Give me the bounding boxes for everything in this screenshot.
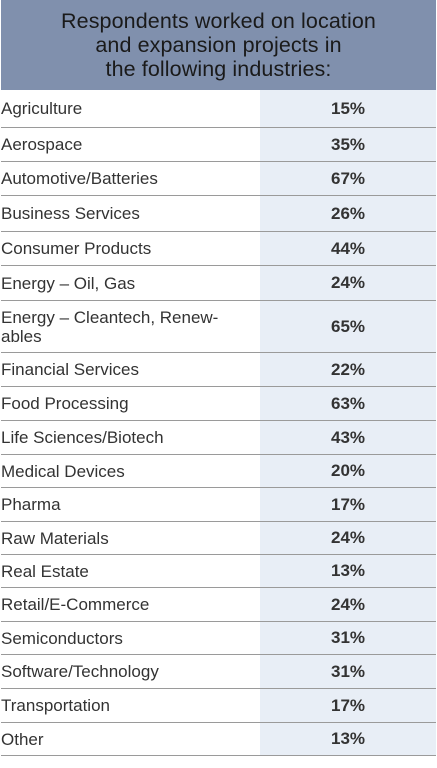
industry-label: Food Processing <box>1 394 129 413</box>
table-row: Consumer Products 44% <box>1 232 436 266</box>
percentage-value: 13% <box>260 723 436 755</box>
industry-label: Software/Technology <box>1 662 159 681</box>
percentage-value: 67% <box>260 162 436 195</box>
table-row: Aerospace 35% <box>1 128 436 162</box>
percentage-value: 22% <box>260 353 436 386</box>
industry-label: Aerospace <box>1 135 83 154</box>
percentage-value: 20% <box>260 455 436 487</box>
industry-label: Business Services <box>1 204 140 223</box>
table-row: Life Sciences/Biotech 43% <box>1 421 436 455</box>
percentage-value: 65% <box>260 301 436 352</box>
industry-label: Consumer Products <box>1 239 152 258</box>
industry-label: Automotive/Batteries <box>1 169 158 188</box>
table-row: Energy – Oil, Gas 24% <box>1 266 436 301</box>
industry-label: Transportation <box>1 696 110 715</box>
percentage-value: 24% <box>260 266 436 300</box>
percentage-value: 35% <box>260 128 436 161</box>
percentage-value: 13% <box>260 555 436 587</box>
industry-label: Pharma <box>1 495 61 514</box>
table-row: Transportation 17% <box>1 689 436 723</box>
table-body: Agriculture 15% Aerospace 35% Automotive/Bat… <box>1 90 436 756</box>
industry-label: Life Sciences/Biotech <box>1 428 164 447</box>
table-row: Retail/E-Commerce 24% <box>1 588 436 622</box>
table-row: Financial Services 22% <box>1 353 436 387</box>
industry-label: Medical Devices <box>1 461 125 481</box>
table-row: Energy – Cleantech, Renew- ables 65% <box>1 301 436 353</box>
industry-label: Financial Services <box>1 360 139 379</box>
table-row: Medical Devices 20% <box>1 455 436 488</box>
table-row: Other 13% <box>1 723 436 756</box>
percentage-value: 24% <box>260 522 436 554</box>
table-row: Real Estate 13% <box>1 555 436 588</box>
table-row: Raw Materials 24% <box>1 522 436 555</box>
percentage-value: 31% <box>260 622 436 654</box>
industry-label: Energy – Cleantech, Renew- ables <box>1 307 219 346</box>
percentage-value: 26% <box>260 196 436 231</box>
percentage-value: 17% <box>260 488 436 521</box>
table-row: Business Services 26% <box>1 196 436 232</box>
table-row: Pharma 17% <box>1 488 436 522</box>
table-row: Agriculture 15% <box>1 90 436 128</box>
table-title: Respondents worked on location and expan… <box>61 9 376 81</box>
industry-label: Energy – Oil, Gas <box>1 273 136 293</box>
industries-table: Respondents worked on location and expan… <box>1 0 436 756</box>
percentage-value: 31% <box>260 655 436 688</box>
percentage-value: 17% <box>260 689 436 722</box>
table-row: Food Processing 63% <box>1 387 436 421</box>
percentage-value: 44% <box>260 232 436 265</box>
table-header: Respondents worked on location and expan… <box>1 0 436 90</box>
industry-label: Semiconductors <box>1 628 123 648</box>
industry-label: Retail/E-Commerce <box>1 595 150 614</box>
table-row: Semiconductors 31% <box>1 622 436 655</box>
industry-label: Raw Materials <box>1 528 109 548</box>
industry-label: Other <box>1 729 44 749</box>
percentage-value: 43% <box>260 421 436 454</box>
percentage-value: 24% <box>260 588 436 621</box>
table-row: Software/Technology 31% <box>1 655 436 689</box>
industry-label: Real Estate <box>1 561 89 581</box>
percentage-value: 15% <box>260 90 436 127</box>
table-row: Automotive/Batteries 67% <box>1 162 436 196</box>
percentage-value: 63% <box>260 387 436 420</box>
industry-label: Agriculture <box>1 99 83 118</box>
